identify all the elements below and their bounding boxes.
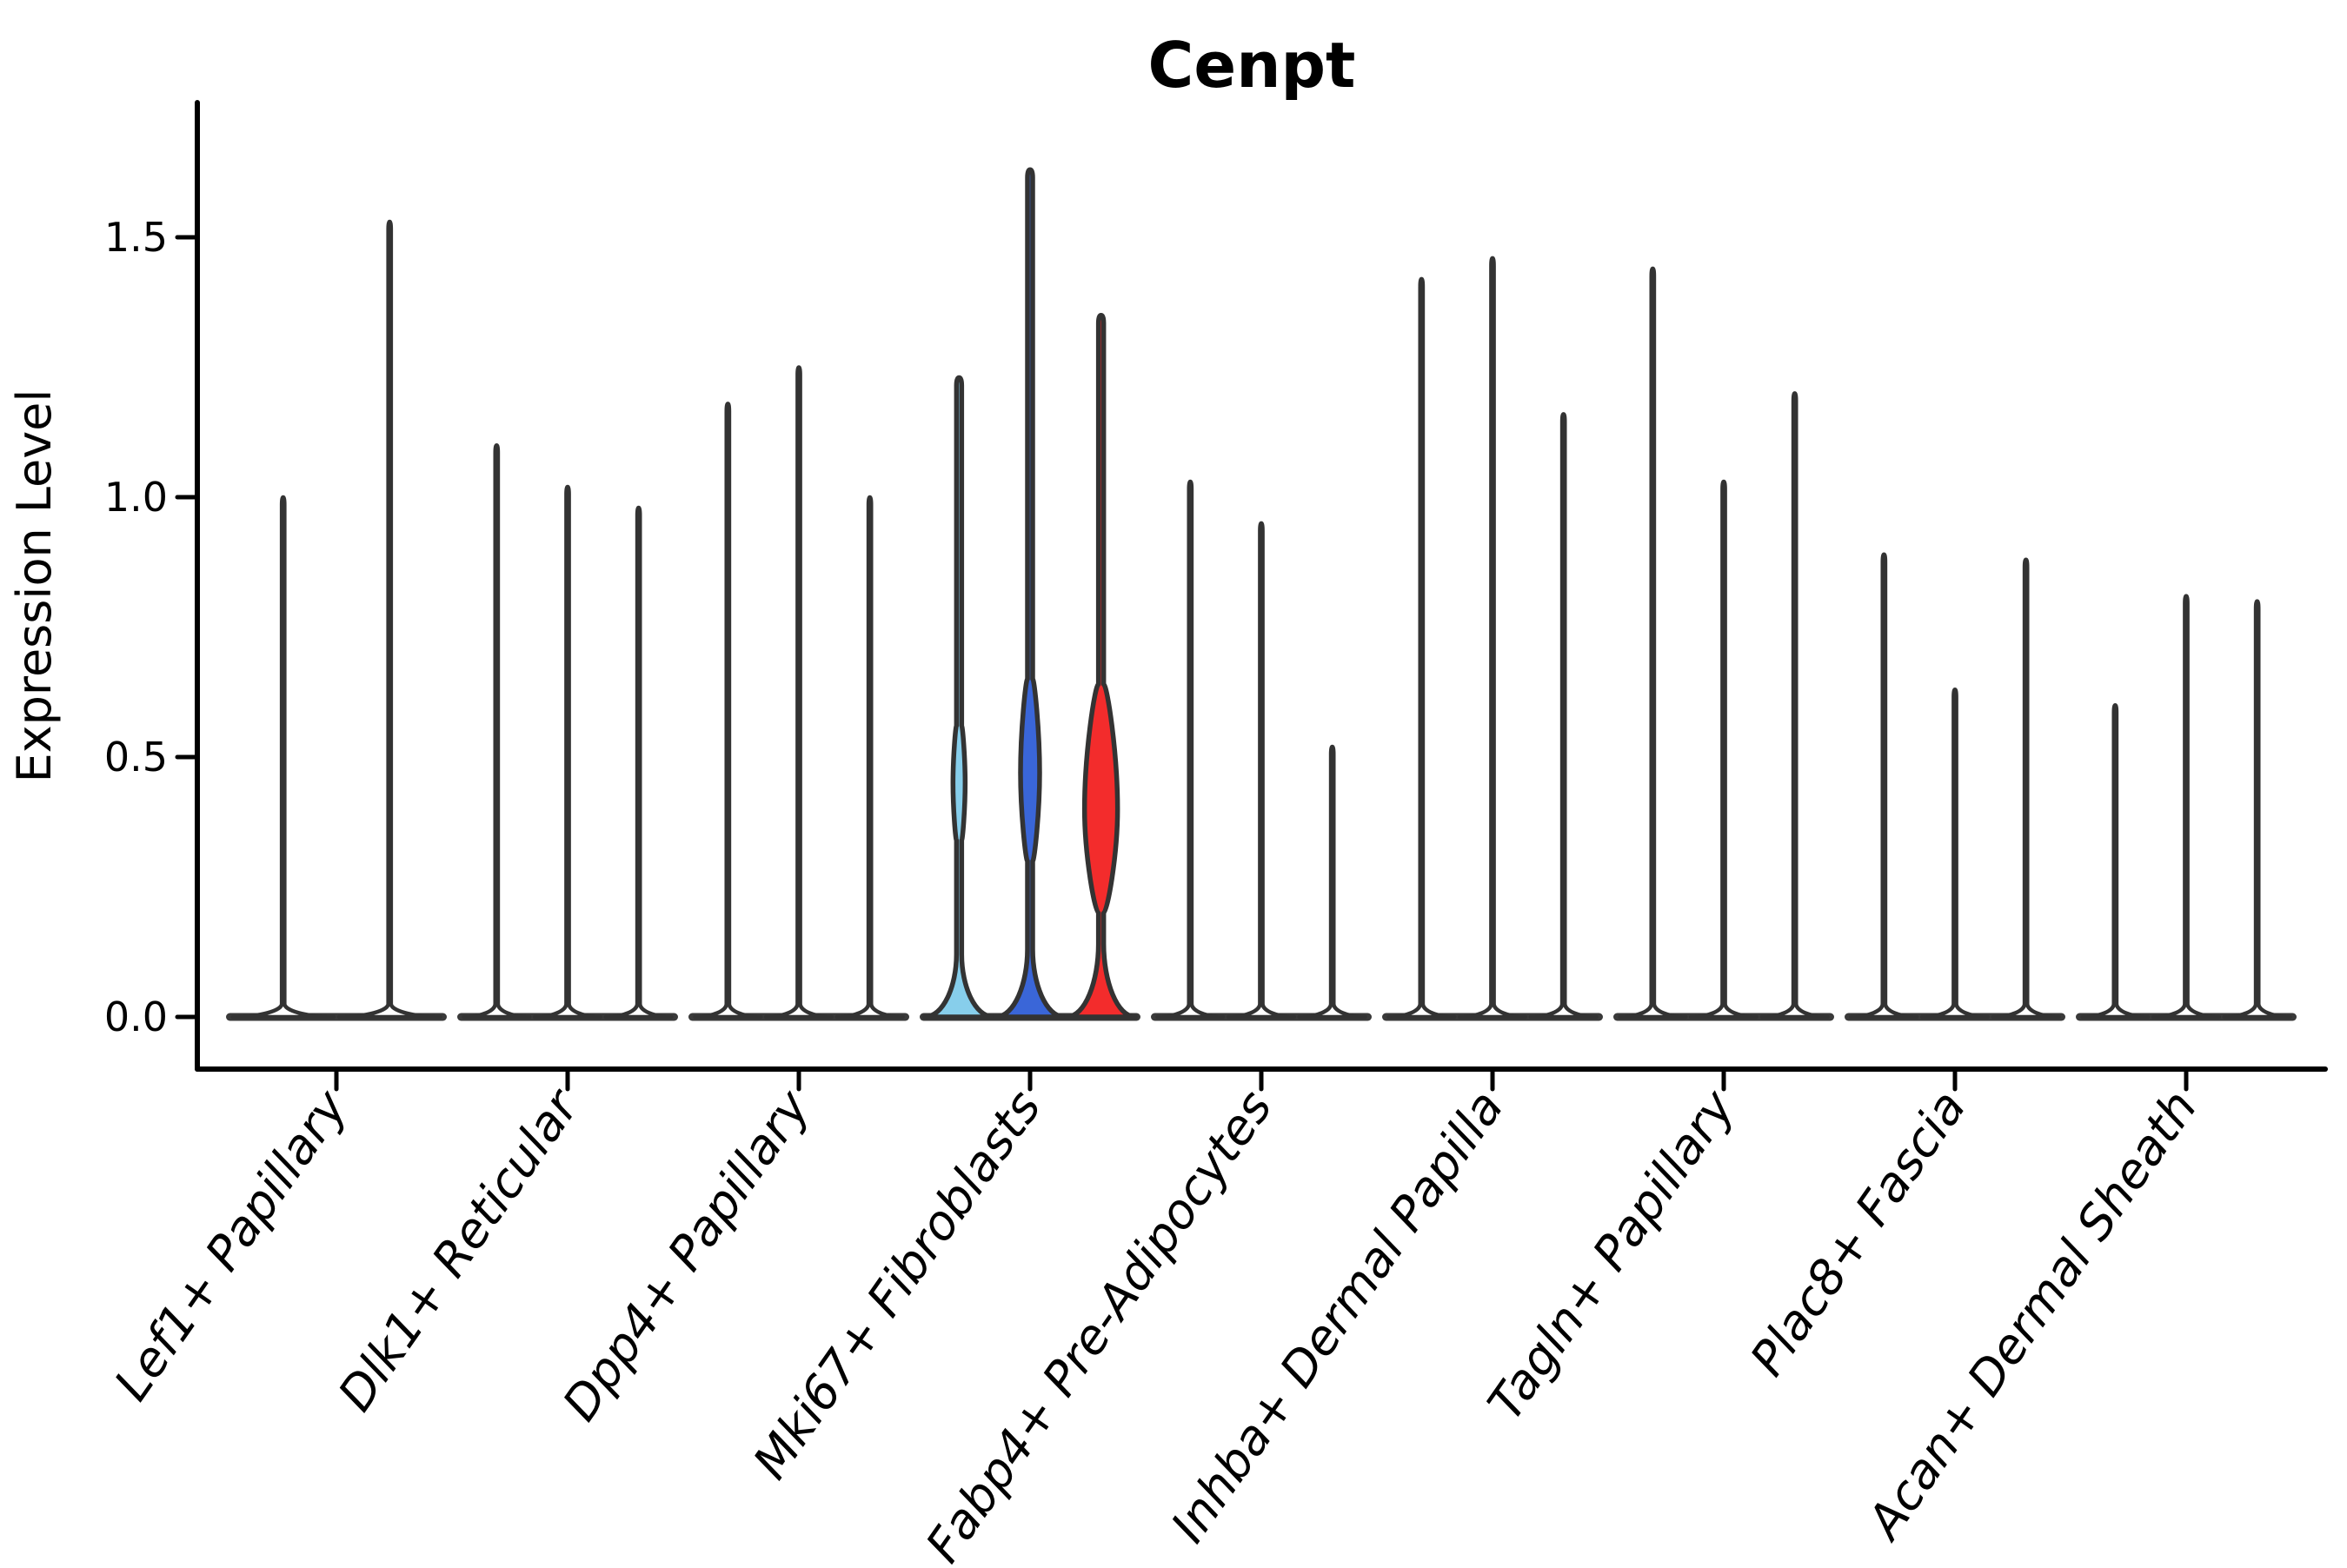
violin-highlighted xyxy=(1064,312,1139,1020)
violin xyxy=(1457,256,1528,1020)
violin xyxy=(2080,702,2151,1020)
x-tick-label: Dpp4+ Papillary xyxy=(552,1080,821,1431)
violin xyxy=(1688,479,1759,1020)
y-axis-label: Expression Level xyxy=(7,389,62,783)
violin xyxy=(2222,599,2292,1020)
chart-title: Cenpt xyxy=(1148,29,1356,102)
violin xyxy=(693,402,763,1020)
violin xyxy=(1155,479,1226,1020)
violin xyxy=(1618,266,1688,1020)
y-tick-label: 0.5 xyxy=(104,734,168,781)
y-tick-label: 1.0 xyxy=(104,474,168,521)
violin xyxy=(1759,391,1830,1020)
violin xyxy=(532,484,603,1020)
violin-highlighted xyxy=(921,375,996,1020)
x-tick-label: Tagln+ Papillary xyxy=(1477,1080,1745,1431)
violin xyxy=(1297,744,1367,1020)
violin xyxy=(763,365,834,1020)
violin xyxy=(1528,412,1599,1020)
violin xyxy=(1991,557,2061,1020)
violin xyxy=(336,219,442,1020)
x-tick-label: Lef1+ Papillary xyxy=(103,1080,359,1411)
violin xyxy=(1919,688,1991,1020)
violin xyxy=(603,505,674,1020)
violin xyxy=(2151,594,2222,1020)
violin xyxy=(230,495,336,1020)
violin xyxy=(1849,552,1919,1020)
violin xyxy=(462,442,532,1020)
violin-highlighted xyxy=(993,167,1067,1020)
violin xyxy=(834,495,905,1020)
violin xyxy=(1386,276,1457,1020)
y-tick-label: 0.0 xyxy=(104,993,168,1040)
violin xyxy=(1226,521,1297,1020)
x-tick-label: Plac8+ Fascia xyxy=(1739,1080,1977,1385)
y-tick-label: 1.5 xyxy=(104,214,168,261)
x-tick-label: Dlk1+ Reticular xyxy=(327,1078,590,1421)
